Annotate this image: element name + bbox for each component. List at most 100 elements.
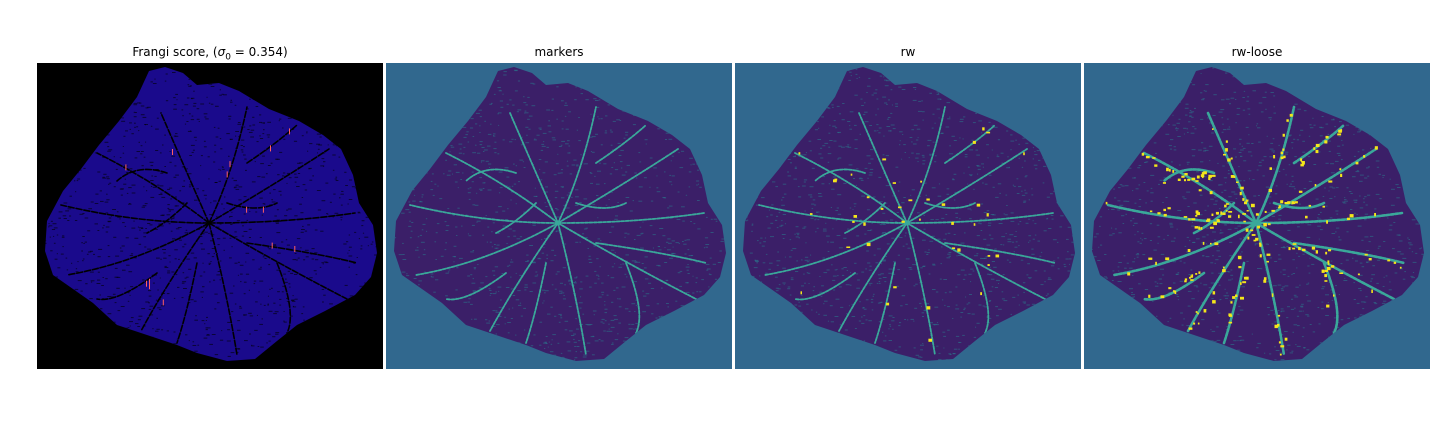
vein-line: [874, 262, 896, 344]
highlight-mark: [1165, 257, 1170, 261]
highlight-mark: [1357, 273, 1360, 276]
highlight-mark: [1167, 207, 1171, 210]
highlight-mark: [1277, 323, 1280, 327]
highlight-mark: [1222, 212, 1226, 215]
highlight-mark: [1188, 218, 1191, 221]
highlight-mark: [1222, 269, 1226, 273]
highlight-mark: [1326, 220, 1328, 224]
highlight-mark: [1324, 269, 1328, 272]
highlight-mark: [1184, 280, 1187, 283]
highlight-mark: [1184, 179, 1186, 182]
highlight-mark: [1278, 205, 1281, 209]
vein-line: [176, 262, 198, 344]
highlight-mark: [1259, 254, 1262, 258]
highlight-mark: [987, 264, 990, 266]
vein-line: [525, 262, 547, 344]
sigma-symbol: σ: [217, 45, 226, 59]
highlight-mark: [1301, 161, 1305, 163]
highlight-mark: [951, 221, 954, 225]
panel-markers-image: [386, 63, 732, 369]
highlight-mark: [1243, 220, 1246, 223]
highlight-mark: [1154, 164, 1158, 167]
highlight-mark: [1195, 180, 1199, 182]
highlight-mark: [1174, 290, 1177, 294]
vein-line: [226, 202, 278, 209]
vein-line: [906, 106, 946, 224]
highlight-mark: [1191, 177, 1196, 181]
highlight-mark: [1163, 208, 1166, 212]
highlight-mark: [1247, 236, 1250, 240]
highlight-mark: [1273, 155, 1276, 159]
highlight-mark: [1141, 152, 1145, 156]
highlight-mark: [1288, 247, 1291, 251]
highlight-mark: [1325, 251, 1328, 255]
highlight-mark: [1246, 210, 1249, 212]
panel-rw-image: [735, 63, 1081, 369]
highlight-mark: [229, 161, 231, 168]
highlight-mark: [1278, 341, 1281, 344]
highlight-mark: [1238, 214, 1240, 219]
highlight-mark: [146, 280, 147, 287]
vein-line: [208, 212, 356, 224]
vein-line: [246, 242, 358, 264]
highlight-mark: [1284, 202, 1289, 205]
highlight-mark: [1023, 152, 1025, 156]
highlight-mark: [1251, 234, 1256, 236]
highlight-mark: [1191, 218, 1196, 221]
highlight-mark: [1212, 174, 1216, 177]
highlight-mark: [1286, 119, 1289, 122]
vein-line: [1254, 221, 1286, 357]
highlight-mark: [1315, 143, 1320, 147]
highlight-mark: [1208, 174, 1212, 178]
highlight-mark: [866, 196, 870, 199]
frangi-title-prefix: Frangi score, (: [132, 45, 218, 59]
highlight-mark: [976, 203, 981, 207]
highlight-mark: [1183, 216, 1188, 218]
vein-line: [625, 262, 641, 334]
highlight-mark: [1209, 226, 1214, 229]
highlight-mark: [972, 140, 976, 144]
highlight-mark: [1327, 260, 1330, 264]
highlight-mark: [1274, 324, 1278, 329]
highlight-mark: [892, 182, 896, 184]
highlight-mark: [1196, 212, 1200, 216]
vein-line: [140, 222, 210, 332]
highlight-mark: [1206, 219, 1210, 222]
rw-image: [735, 63, 1081, 369]
highlight-mark: [1266, 260, 1269, 263]
highlight-mark: [1223, 266, 1225, 269]
highlight-mark: [1195, 210, 1199, 214]
highlight-mark: [1324, 280, 1328, 282]
highlight-mark: [1155, 261, 1157, 266]
highlight-mark: [980, 292, 982, 296]
highlight-mark: [973, 223, 976, 226]
highlight-mark: [1337, 133, 1342, 136]
highlight-mark: [1328, 180, 1333, 183]
highlight-mark: [1172, 170, 1175, 173]
vein-line: [906, 222, 936, 356]
highlight-mark: [1387, 259, 1391, 262]
leaf-shape: [743, 67, 1075, 361]
highlight-mark: [1374, 213, 1376, 217]
highlight-mark: [1244, 201, 1247, 205]
highlight-mark: [853, 215, 857, 218]
highlight-mark: [886, 302, 890, 306]
highlight-mark: [1300, 158, 1303, 162]
vein-line: [794, 272, 856, 301]
highlight-mark: [149, 278, 150, 285]
highlight-mark: [1187, 249, 1191, 252]
highlight-mark: [1189, 276, 1191, 279]
vein-line: [794, 152, 908, 224]
highlight-mark: [172, 149, 173, 155]
highlight-mark: [1148, 257, 1153, 260]
highlight-mark: [1214, 242, 1219, 246]
panel-title-frangi: Frangi score, (σ0 = 0.354): [37, 45, 383, 62]
highlight-mark: [1315, 149, 1319, 154]
vein-line: [415, 222, 559, 276]
vein-line: [208, 222, 348, 300]
highlight-mark: [1245, 228, 1249, 232]
vein-line: [1192, 201, 1236, 235]
highlight-mark: [1149, 210, 1153, 213]
highlight-mark: [1173, 290, 1175, 293]
highlight-mark: [149, 283, 150, 290]
